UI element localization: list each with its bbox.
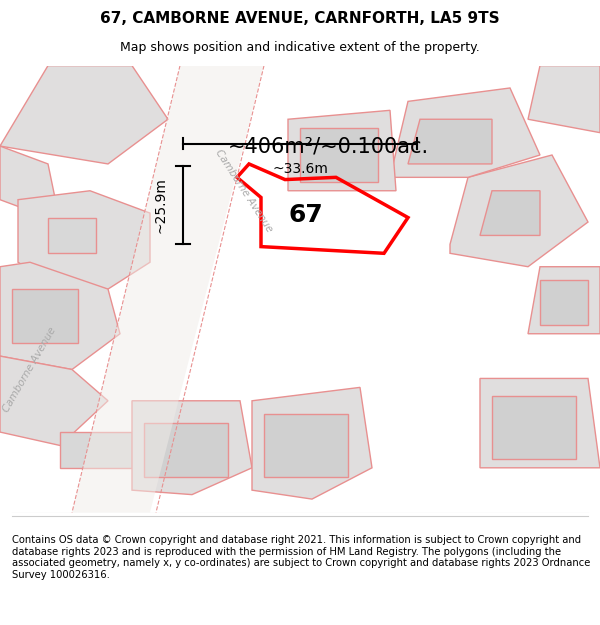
Polygon shape (300, 128, 378, 182)
Polygon shape (492, 396, 576, 459)
Polygon shape (540, 280, 588, 325)
Text: Camborne Avenue: Camborne Avenue (213, 148, 274, 234)
Polygon shape (0, 356, 108, 446)
Polygon shape (0, 262, 120, 369)
Polygon shape (72, 66, 264, 512)
Text: Contains OS data © Crown copyright and database right 2021. This information is : Contains OS data © Crown copyright and d… (12, 535, 590, 580)
Polygon shape (144, 423, 228, 477)
Polygon shape (528, 66, 600, 132)
Text: Camborne Avenue: Camborne Avenue (2, 325, 58, 414)
Text: 67: 67 (289, 203, 323, 228)
Polygon shape (390, 88, 540, 177)
Polygon shape (18, 191, 150, 289)
Polygon shape (60, 432, 132, 468)
Polygon shape (0, 66, 168, 164)
Polygon shape (288, 110, 396, 191)
Polygon shape (450, 155, 588, 267)
Polygon shape (12, 289, 78, 342)
Text: ~33.6m: ~33.6m (272, 162, 328, 176)
Polygon shape (264, 414, 348, 477)
Polygon shape (528, 267, 600, 334)
Polygon shape (132, 401, 252, 494)
Text: Map shows position and indicative extent of the property.: Map shows position and indicative extent… (120, 41, 480, 54)
Text: ~25.9m: ~25.9m (154, 177, 168, 233)
Polygon shape (480, 191, 540, 236)
Polygon shape (0, 146, 60, 222)
Polygon shape (252, 388, 372, 499)
Polygon shape (48, 217, 96, 253)
Text: 67, CAMBORNE AVENUE, CARNFORTH, LA5 9TS: 67, CAMBORNE AVENUE, CARNFORTH, LA5 9TS (100, 11, 500, 26)
Text: ~406m²/~0.100ac.: ~406m²/~0.100ac. (228, 136, 429, 156)
Polygon shape (480, 378, 600, 468)
Polygon shape (408, 119, 492, 164)
